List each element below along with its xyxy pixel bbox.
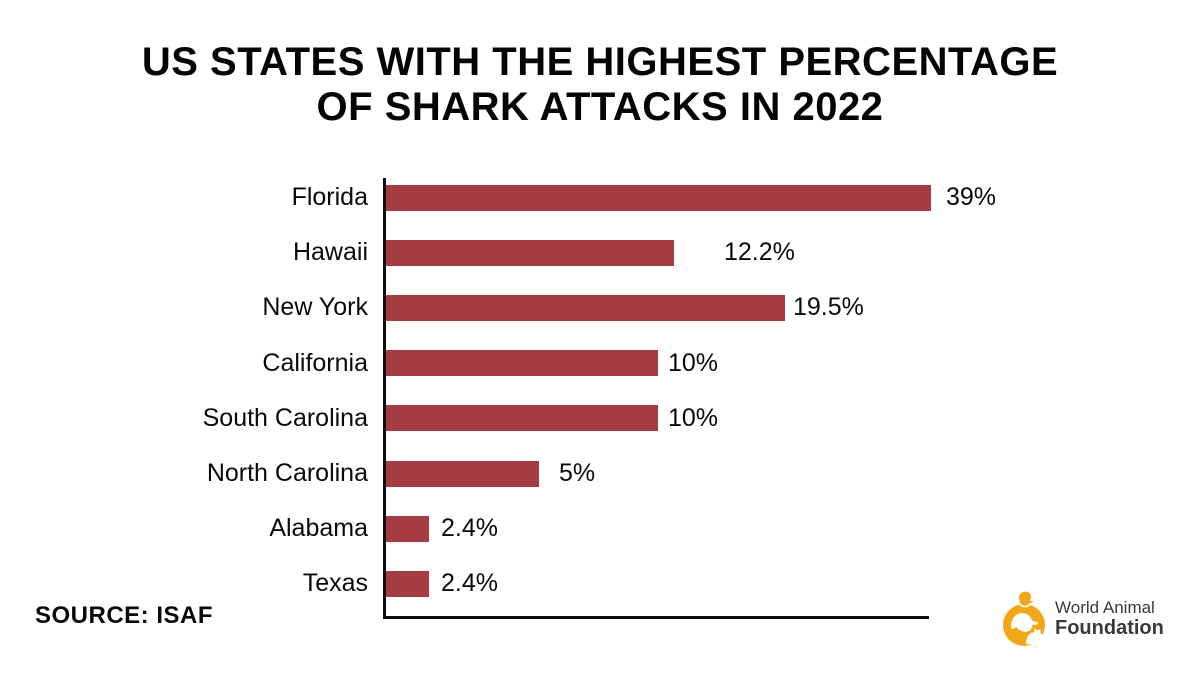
bar-area: 19.5%: [386, 293, 864, 322]
bar-area: 12.2%: [386, 238, 795, 267]
bar-north-carolina: [386, 460, 539, 487]
category-label: Texas: [302, 569, 368, 598]
chart-row: Alabama 2.4%: [0, 501, 996, 556]
world-animal-foundation-logo-icon: [1003, 590, 1045, 646]
chart-title: US STATES WITH THE HIGHEST PERCENTAGE OF…: [0, 40, 1200, 130]
value-label: 10%: [668, 403, 719, 432]
chart-row: North Carolina 5%: [0, 446, 996, 501]
value-label: 2.4%: [441, 569, 498, 598]
bar-area: 2.4%: [386, 514, 498, 543]
category-label: California: [262, 348, 368, 377]
chart-rows: Florida 39% Hawaii 12.2% New York 19.5% Califo…: [0, 170, 996, 612]
bar-area: 10%: [386, 349, 718, 378]
chart-row: Texas 2.4%: [0, 556, 996, 611]
bar-florida: [386, 184, 931, 211]
chart-row: South Carolina 10%: [0, 391, 996, 446]
value-label: 19.5%: [793, 293, 864, 322]
logo-line1: World Animal: [1055, 598, 1155, 617]
bar-area: 5%: [386, 459, 595, 488]
category-label: New York: [262, 293, 368, 322]
chart-row: Hawaii 12.2%: [0, 225, 996, 280]
chart-title-line1: US STATES WITH THE HIGHEST PERCENTAGE: [141, 40, 1059, 84]
category-label: Florida: [291, 183, 368, 212]
value-label: 39%: [946, 183, 997, 212]
category-label: Alabama: [269, 514, 368, 543]
bar-area: 39%: [386, 183, 996, 212]
value-label: 5%: [559, 459, 596, 488]
value-label: 12.2%: [724, 238, 795, 267]
logo-wordmark: World Animal Foundation: [1055, 598, 1164, 639]
category-label: North Carolina: [206, 459, 368, 488]
y-axis-line: [383, 178, 386, 619]
bar-alabama: [386, 515, 429, 542]
chart-row: New York 19.5%: [0, 280, 996, 335]
bar-california: [386, 350, 658, 377]
bar-area: 2.4%: [386, 569, 498, 598]
category-label: South Carolina: [202, 403, 368, 432]
logo-line2: Foundation: [1055, 617, 1164, 639]
chart-title-line2: OF SHARK ATTACKS IN 2022: [316, 85, 884, 129]
chart-row: Florida 39%: [0, 170, 996, 225]
bar-area: 10%: [386, 404, 718, 433]
category-label: Hawaii: [292, 238, 368, 267]
source-label: SOURCE: ISAF: [35, 602, 214, 629]
bar-hawaii: [386, 239, 674, 266]
world-animal-foundation-logo: World Animal Foundation: [1002, 590, 1164, 647]
bar-texas: [386, 570, 429, 597]
value-label: 2.4%: [441, 514, 498, 543]
value-label: 10%: [668, 348, 719, 377]
chart-row: California 10%: [0, 336, 996, 391]
bar-new-york: [386, 294, 785, 321]
bar-south-carolina: [386, 405, 658, 432]
x-axis-line: [383, 616, 929, 619]
